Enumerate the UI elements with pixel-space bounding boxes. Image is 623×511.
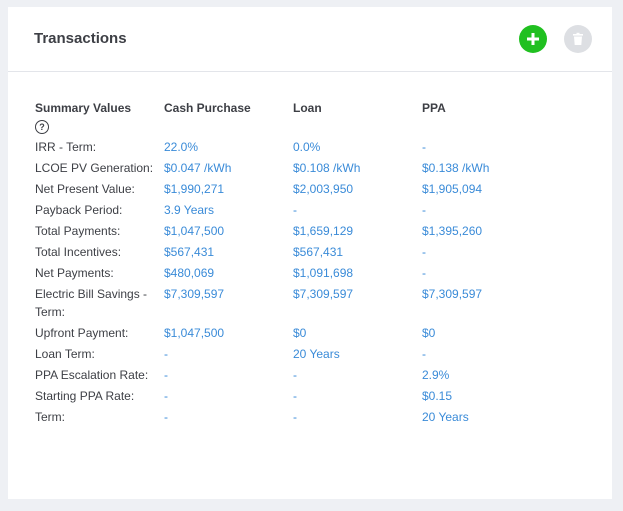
column-header-summary-values: Summary Values ? xyxy=(35,101,132,134)
cash-value: $567,431 xyxy=(164,245,215,259)
row-label: Loan Term: xyxy=(35,347,95,361)
row-label: Payback Period: xyxy=(35,203,123,217)
table-row: Upfront Payment: $1,047,500 $0 $0 xyxy=(30,321,517,342)
table-row: Net Present Value: $1,990,271 $2,003,950 $1… xyxy=(30,177,517,198)
add-transaction-button[interactable] xyxy=(519,25,547,53)
loan-value: $1,659,129 xyxy=(293,224,354,238)
loan-value: $567,431 xyxy=(293,245,344,259)
table-row: Starting PPA Rate: - - $0.15 xyxy=(30,384,517,405)
row-label: Net Payments: xyxy=(35,266,114,280)
summary-header-row: Summary Values ? Cash Purchase Loan PPA xyxy=(30,99,517,135)
summary-table: Summary Values ? Cash Purchase Loan PPA … xyxy=(30,99,517,426)
transactions-card: Transactions Summary Values ? Cash Purch… xyxy=(8,7,612,499)
ppa-value: $1,905,094 xyxy=(422,182,483,196)
row-label: LCOE PV Generation: xyxy=(35,161,154,175)
table-row: Electric Bill Savings - Term: $7,309,597 $… xyxy=(30,282,517,321)
table-row: Loan Term: - 20 Years - xyxy=(30,342,517,363)
summary-body: IRR - Term: 22.0% 0.0% - LCOE PV Generation… xyxy=(30,135,517,426)
row-label: IRR - Term: xyxy=(35,140,97,154)
card-title: Transactions xyxy=(34,30,127,47)
cash-value: $1,047,500 xyxy=(164,326,225,340)
row-label: Net Present Value: xyxy=(35,182,135,196)
loan-value: $0.108 /kWh xyxy=(293,161,361,175)
cash-value: - xyxy=(164,389,168,403)
delete-transaction-button[interactable] xyxy=(564,25,592,53)
table-row: LCOE PV Generation: $0.047 /kWh $0.108 /kW… xyxy=(30,156,517,177)
loan-value: $1,091,698 xyxy=(293,266,354,280)
trash-icon xyxy=(573,32,583,45)
ppa-value: $0.15 xyxy=(422,389,453,403)
row-label: Total Incentives: xyxy=(35,245,122,259)
cash-value: 22.0% xyxy=(164,140,199,154)
row-label: Starting PPA Rate: xyxy=(35,389,135,403)
cash-value: $0.047 /kWh xyxy=(164,161,232,175)
cash-value: $480,069 xyxy=(164,266,215,280)
loan-value: $0 xyxy=(293,326,307,340)
row-label: Upfront Payment: xyxy=(35,326,129,340)
table-row: IRR - Term: 22.0% 0.0% - xyxy=(30,135,517,156)
cash-value: - xyxy=(164,410,168,424)
plus-icon xyxy=(527,33,539,45)
cash-value: - xyxy=(164,368,168,382)
row-label: Term: xyxy=(35,410,65,424)
question-circle-icon[interactable]: ? xyxy=(35,120,49,134)
ppa-value: $0 xyxy=(422,326,436,340)
card-header: Transactions xyxy=(8,7,612,72)
loan-value: 0.0% xyxy=(293,140,321,154)
loan-value: - xyxy=(293,410,297,424)
loan-value: 20 Years xyxy=(293,347,340,361)
ppa-value: - xyxy=(422,245,426,259)
cash-value: 3.9 Years xyxy=(164,203,215,217)
table-row: PPA Escalation Rate: - - 2.9% xyxy=(30,363,517,384)
ppa-value: $1,395,260 xyxy=(422,224,483,238)
column-header-loan: Loan xyxy=(293,101,322,115)
row-label: PPA Escalation Rate: xyxy=(35,368,149,382)
ppa-value: - xyxy=(422,140,426,154)
ppa-value: $0.138 /kWh xyxy=(422,161,490,175)
table-row: Total Incentives: $567,431 $567,431 - xyxy=(30,240,517,261)
loan-value: $2,003,950 xyxy=(293,182,354,196)
cash-value: - xyxy=(164,347,168,361)
loan-value: - xyxy=(293,203,297,217)
table-row: Total Payments: $1,047,500 $1,659,129 $1,39… xyxy=(30,219,517,240)
loan-value: - xyxy=(293,389,297,403)
table-row: Term: - - 20 Years xyxy=(30,405,517,426)
cash-value: $1,990,271 xyxy=(164,182,225,196)
ppa-value: 2.9% xyxy=(422,368,450,382)
ppa-value: 20 Years xyxy=(422,410,469,424)
cash-value: $7,309,597 xyxy=(164,287,225,301)
ppa-value: - xyxy=(422,203,426,217)
row-label: Total Payments: xyxy=(35,224,121,238)
row-label: Electric Bill Savings - Term: xyxy=(35,287,148,319)
column-header-ppa: PPA xyxy=(422,101,446,115)
loan-value: $7,309,597 xyxy=(293,287,354,301)
column-header-cash-purchase: Cash Purchase xyxy=(164,101,251,115)
table-row: Net Payments: $480,069 $1,091,698 - xyxy=(30,261,517,282)
ppa-value: - xyxy=(422,347,426,361)
ppa-value: - xyxy=(422,266,426,280)
loan-value: - xyxy=(293,368,297,382)
ppa-value: $7,309,597 xyxy=(422,287,483,301)
table-row: Payback Period: 3.9 Years - - xyxy=(30,198,517,219)
cash-value: $1,047,500 xyxy=(164,224,225,238)
